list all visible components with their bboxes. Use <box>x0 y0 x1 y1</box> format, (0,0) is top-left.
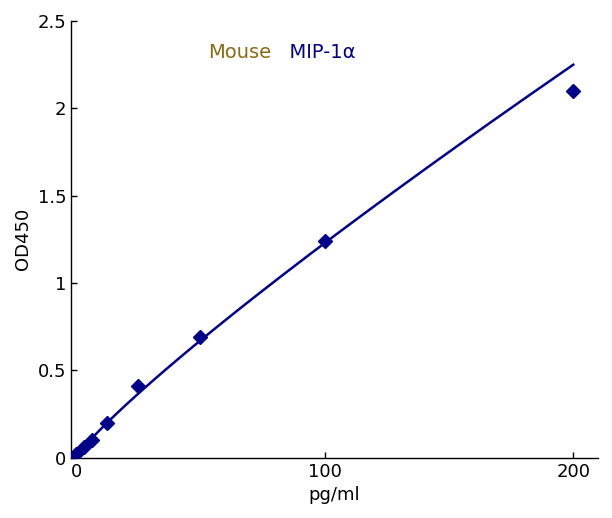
X-axis label: pg/ml: pg/ml <box>309 486 360 504</box>
Text: MIP-1α: MIP-1α <box>277 42 355 62</box>
Y-axis label: OD450: OD450 <box>14 208 32 270</box>
Text: Mouse: Mouse <box>208 42 271 62</box>
